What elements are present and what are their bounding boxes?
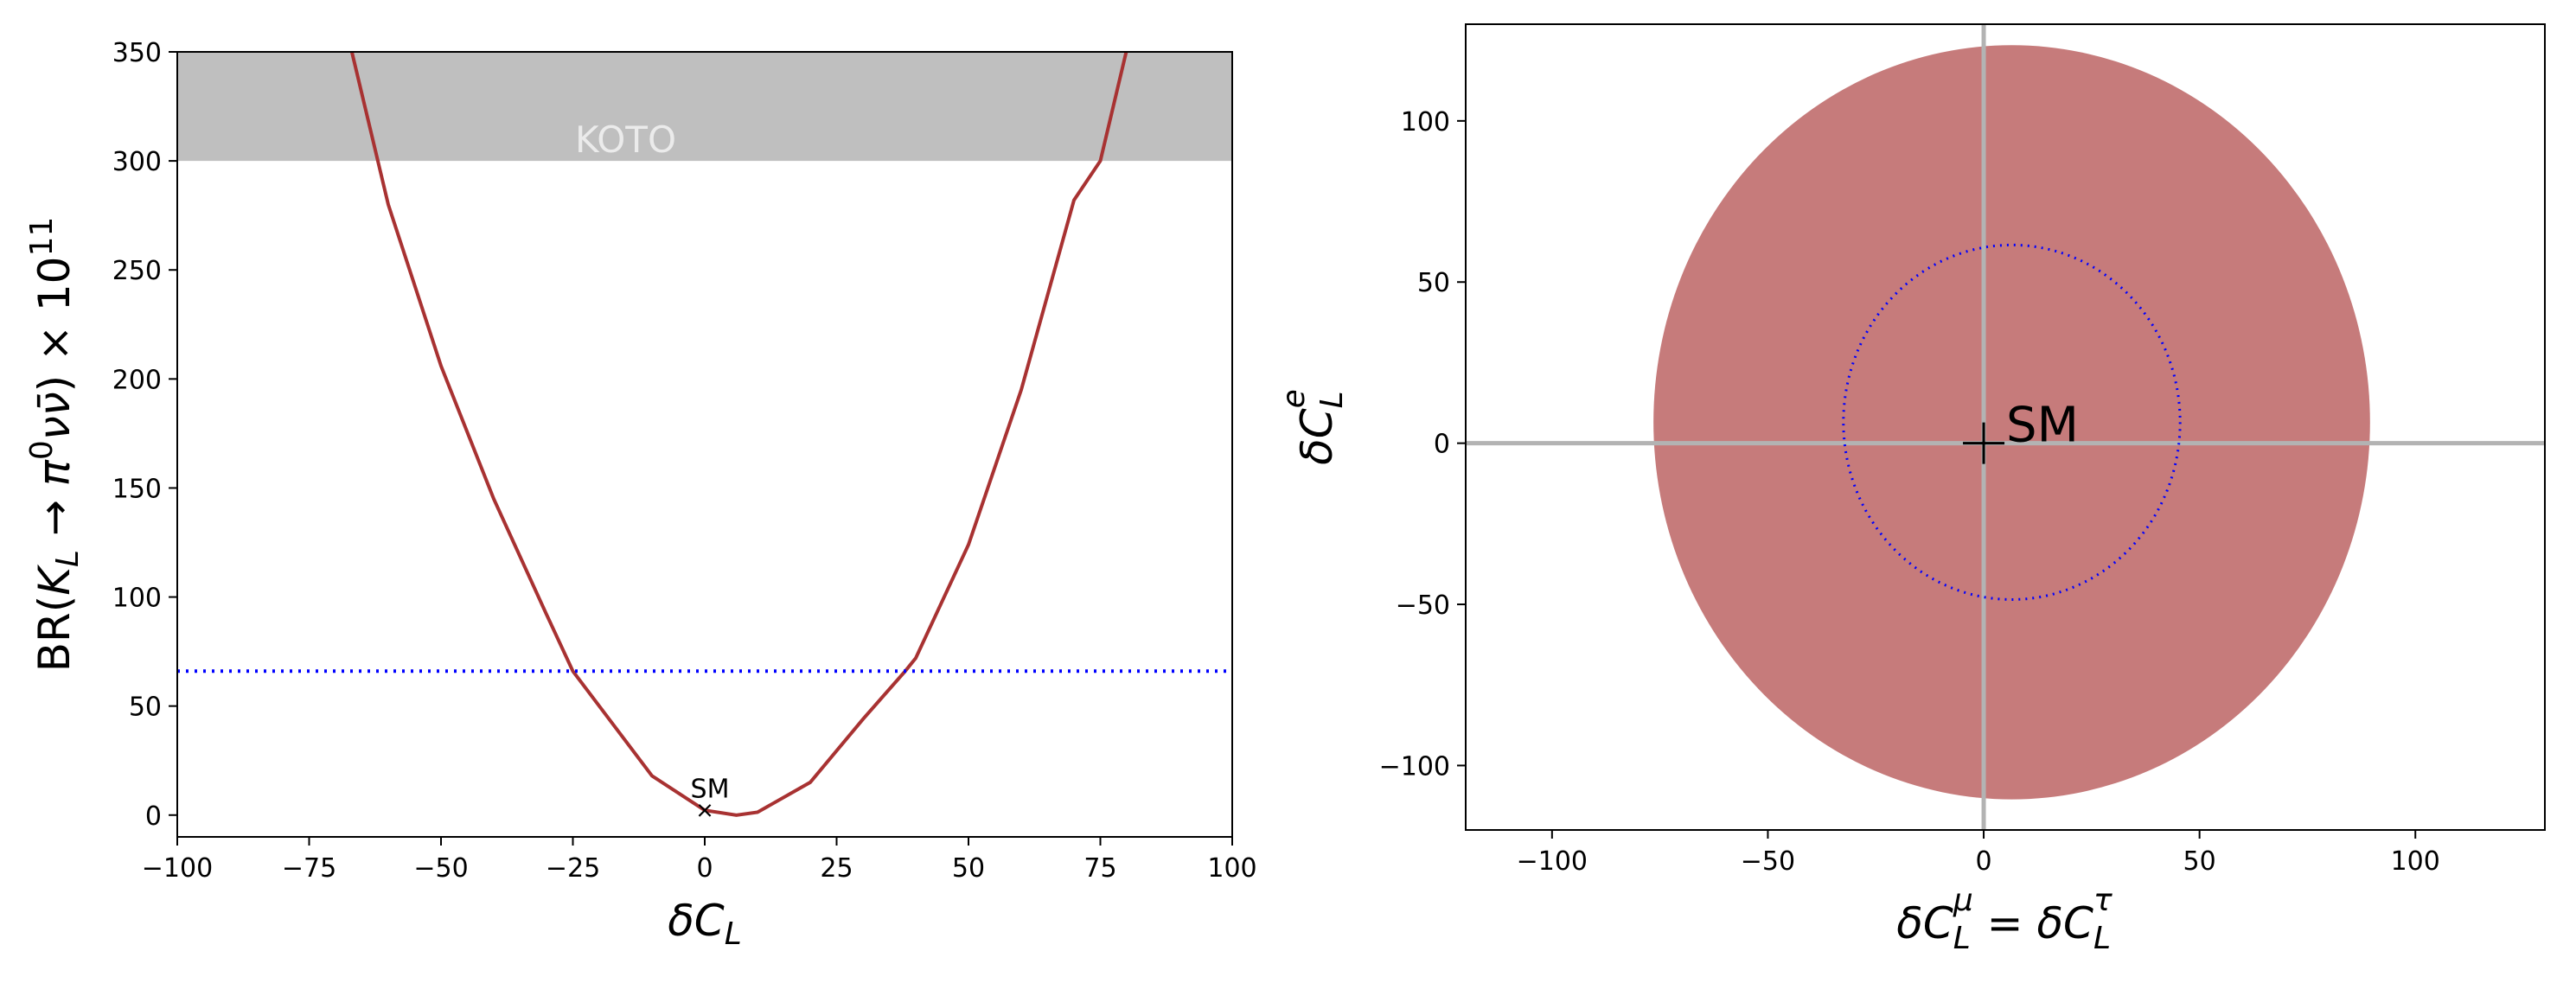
br-curve-series bbox=[349, 52, 1128, 817]
right-y-tick-label: −100 bbox=[1379, 751, 1450, 782]
left-y-tick-label: 0 bbox=[145, 801, 162, 832]
right-chart: SM −100 −50 0 50 100 −100 −50 0 50 100 δCLμ = δC… bbox=[1276, 23, 2546, 956]
left-y-tick-label: 200 bbox=[112, 365, 162, 395]
sm-label-left: SM bbox=[691, 774, 730, 804]
left-x-tick-label: −75 bbox=[282, 853, 336, 884]
right-x-tick-label: −100 bbox=[1517, 846, 1588, 877]
left-y-tick-label: 250 bbox=[112, 256, 162, 286]
right-x-axis-title: δCLμ = δCLτ bbox=[1896, 883, 2113, 956]
left-x-axis: −100 −75 −50 −25 0 25 50 75 100 bbox=[142, 837, 1257, 884]
koto-excluded-band bbox=[177, 52, 1232, 162]
left-x-tick-label: 100 bbox=[1207, 853, 1256, 884]
koto-band-label: KOTO bbox=[575, 118, 676, 161]
right-y-axis: −100 −50 0 50 100 bbox=[1379, 107, 1466, 782]
left-x-tick-label: 0 bbox=[696, 853, 713, 884]
left-x-tick-label: 75 bbox=[1083, 853, 1116, 884]
sm-x-marker: × bbox=[695, 797, 714, 823]
left-x-tick-label: −100 bbox=[142, 853, 213, 884]
left-x-tick-label: −50 bbox=[413, 853, 468, 884]
left-y-tick-label: 150 bbox=[112, 474, 162, 504]
right-y-tick-label: −50 bbox=[1396, 590, 1450, 621]
left-x-axis-title: δCL bbox=[668, 896, 742, 952]
right-y-tick-label: 50 bbox=[1417, 268, 1450, 298]
left-y-axis-title: BR(KL → π0νν̄) × 1011 bbox=[24, 217, 86, 673]
left-x-tick-label: −25 bbox=[546, 853, 600, 884]
right-y-tick-label: 100 bbox=[1401, 107, 1450, 137]
left-y-tick-label: 300 bbox=[112, 147, 162, 177]
sm-label-right: SM bbox=[2006, 398, 2079, 454]
left-plot-background bbox=[177, 52, 1232, 837]
right-x-axis: −100 −50 0 50 100 bbox=[1517, 830, 2440, 877]
left-x-tick-label: 50 bbox=[952, 853, 985, 884]
left-chart: KOTO × SM −100 −75 −50 −25 0 25 50 75 100 0 50 100… bbox=[24, 38, 1257, 952]
left-y-tick-label: 350 bbox=[112, 38, 162, 68]
right-x-tick-label: 50 bbox=[2183, 846, 2216, 877]
right-y-tick-label: 0 bbox=[1434, 430, 1450, 460]
sm-plus-marker bbox=[1963, 422, 2005, 464]
right-y-axis-title: δCLe bbox=[1276, 389, 1350, 465]
left-x-tick-label: 25 bbox=[820, 853, 853, 884]
blue-dotted-contour bbox=[1842, 243, 2182, 601]
left-y-tick-label: 50 bbox=[129, 693, 162, 723]
right-plot-frame bbox=[1465, 23, 2546, 831]
right-x-tick-label: −50 bbox=[1741, 846, 1795, 877]
left-y-axis: 0 50 100 150 200 250 300 350 bbox=[112, 38, 177, 832]
right-x-tick-label: 100 bbox=[2391, 846, 2440, 877]
allowed-region-ellipse bbox=[1653, 45, 2370, 800]
left-y-tick-label: 100 bbox=[112, 584, 162, 614]
right-x-tick-label: 0 bbox=[1975, 846, 1991, 877]
